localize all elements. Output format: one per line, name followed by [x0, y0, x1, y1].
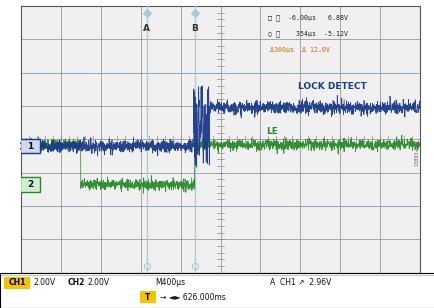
- FancyBboxPatch shape: [4, 277, 30, 289]
- Text: CH1: CH1: [8, 278, 26, 287]
- Text: M400μs: M400μs: [155, 278, 185, 287]
- Text: Δ360μs  Δ 12.0V: Δ360μs Δ 12.0V: [270, 47, 330, 53]
- Text: A  CH1 ↗  2.96V: A CH1 ↗ 2.96V: [270, 278, 331, 287]
- FancyBboxPatch shape: [20, 177, 39, 192]
- Text: A: A: [143, 24, 150, 33]
- Text: LE: LE: [266, 127, 278, 136]
- Text: B: B: [191, 24, 197, 33]
- Text: LOCK DETECT: LOCK DETECT: [297, 82, 366, 91]
- Text: 13893-002: 13893-002: [414, 140, 418, 166]
- Text: → ◄► 626.000ms: → ◄► 626.000ms: [160, 293, 225, 302]
- Text: 2: 2: [27, 180, 33, 189]
- FancyBboxPatch shape: [140, 291, 156, 303]
- FancyBboxPatch shape: [20, 139, 39, 153]
- Text: 1: 1: [27, 142, 33, 151]
- Text: CH2: CH2: [68, 278, 85, 287]
- Text: 2.00V: 2.00V: [88, 278, 110, 287]
- Text: 2.00V: 2.00V: [34, 278, 56, 287]
- Text: ○ Ⓑ    354μs  -5.12V: ○ Ⓑ 354μs -5.12V: [268, 31, 348, 38]
- Text: T: T: [145, 293, 150, 302]
- Text: □ Ⓐ  -6.00μs   6.88V: □ Ⓐ -6.00μs 6.88V: [268, 15, 348, 22]
